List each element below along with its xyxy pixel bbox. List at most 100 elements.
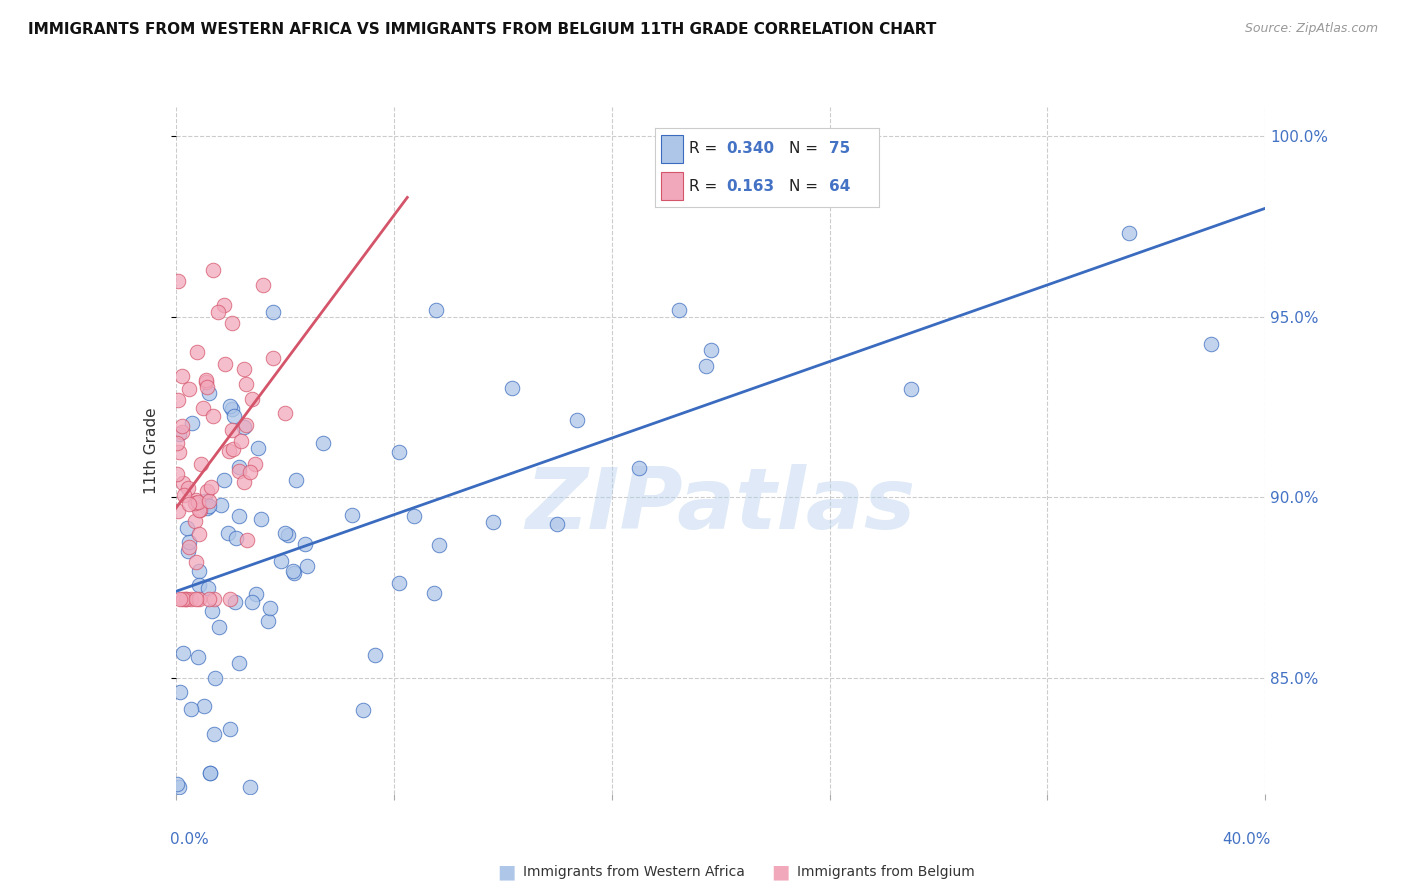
Point: [221, 317, 243, 331]
Point: [202, 591, 225, 606]
Text: 64: 64: [830, 178, 851, 194]
Point: [422, 585, 444, 599]
Point: [195, 379, 218, 393]
Point: [177, 382, 200, 396]
Text: ■: ■: [496, 863, 516, 882]
Point: [184, 514, 207, 528]
Text: R =: R =: [689, 178, 721, 194]
Point: [217, 525, 239, 540]
Point: [180, 591, 202, 606]
Point: [166, 435, 188, 450]
Text: Source: ZipAtlas.com: Source: ZipAtlas.com: [1244, 22, 1378, 36]
Point: [166, 504, 188, 518]
Text: 0.340: 0.340: [727, 142, 775, 156]
Point: [184, 591, 207, 606]
Point: [212, 474, 235, 488]
Point: [198, 766, 221, 780]
Point: [235, 418, 257, 433]
Text: 0.0%: 0.0%: [170, 831, 209, 847]
Point: [245, 587, 267, 601]
Point: [240, 392, 263, 407]
Point: [198, 591, 221, 606]
Text: 0.163: 0.163: [727, 178, 775, 194]
Point: [198, 765, 221, 780]
Point: [184, 496, 207, 510]
Point: [312, 435, 335, 450]
Text: 40.0%: 40.0%: [1222, 831, 1271, 847]
Point: [228, 464, 250, 478]
Text: ZIPatlas: ZIPatlas: [526, 464, 915, 547]
Point: [240, 595, 263, 609]
Point: [195, 375, 218, 389]
Point: [214, 298, 236, 312]
Point: [214, 357, 236, 371]
Point: [228, 459, 250, 474]
Point: [170, 425, 193, 439]
Point: [295, 559, 318, 574]
Point: [270, 553, 292, 567]
Point: [283, 566, 305, 580]
Point: [202, 727, 225, 741]
Point: [224, 409, 246, 423]
Text: ■: ■: [770, 863, 790, 882]
Point: [565, 412, 588, 426]
Point: [180, 702, 202, 716]
Point: [186, 345, 208, 359]
Bar: [661, 135, 683, 163]
Point: [482, 515, 505, 529]
Point: [247, 441, 270, 455]
Point: [221, 402, 243, 417]
Point: [190, 457, 212, 471]
Point: [194, 373, 217, 387]
Point: [174, 591, 197, 606]
Point: [167, 445, 190, 459]
Point: [221, 424, 243, 438]
Point: [198, 500, 221, 514]
Point: [166, 467, 188, 481]
Point: [201, 604, 224, 618]
Point: [427, 538, 450, 552]
Point: [166, 777, 188, 791]
Point: [235, 376, 257, 391]
Point: [197, 582, 219, 596]
Point: [201, 409, 224, 423]
Point: [285, 473, 308, 487]
Point: [388, 576, 411, 591]
Point: [194, 494, 217, 508]
Text: IMMIGRANTS FROM WESTERN AFRICA VS IMMIGRANTS FROM BELGIUM 11TH GRADE CORRELATION: IMMIGRANTS FROM WESTERN AFRICA VS IMMIGR…: [28, 22, 936, 37]
Point: [188, 526, 211, 541]
Point: [239, 780, 262, 794]
Point: [207, 305, 229, 319]
Point: [169, 591, 191, 606]
Point: [208, 620, 231, 634]
Point: [501, 381, 523, 395]
Point: [176, 521, 198, 535]
Point: [184, 555, 207, 569]
Point: [193, 698, 215, 713]
Point: [294, 536, 316, 550]
Point: [262, 351, 284, 365]
Point: [188, 502, 211, 516]
Point: [256, 614, 278, 628]
Point: [188, 503, 211, 517]
Point: [177, 541, 200, 555]
Point: [222, 442, 245, 456]
Point: [179, 497, 201, 511]
Point: [198, 386, 221, 401]
Point: [250, 512, 273, 526]
Point: [627, 461, 650, 475]
Point: [352, 703, 374, 717]
Point: [198, 494, 221, 508]
Text: N =: N =: [789, 178, 823, 194]
Point: [181, 416, 204, 430]
Point: [1199, 337, 1222, 351]
Point: [176, 544, 198, 558]
Point: [219, 400, 242, 414]
Point: [172, 475, 194, 490]
Point: [232, 475, 254, 489]
Text: Immigrants from Western Africa: Immigrants from Western Africa: [523, 865, 745, 880]
Point: [277, 528, 299, 542]
Y-axis label: 11th Grade: 11th Grade: [143, 407, 159, 494]
Point: [900, 382, 922, 396]
Point: [228, 656, 250, 670]
